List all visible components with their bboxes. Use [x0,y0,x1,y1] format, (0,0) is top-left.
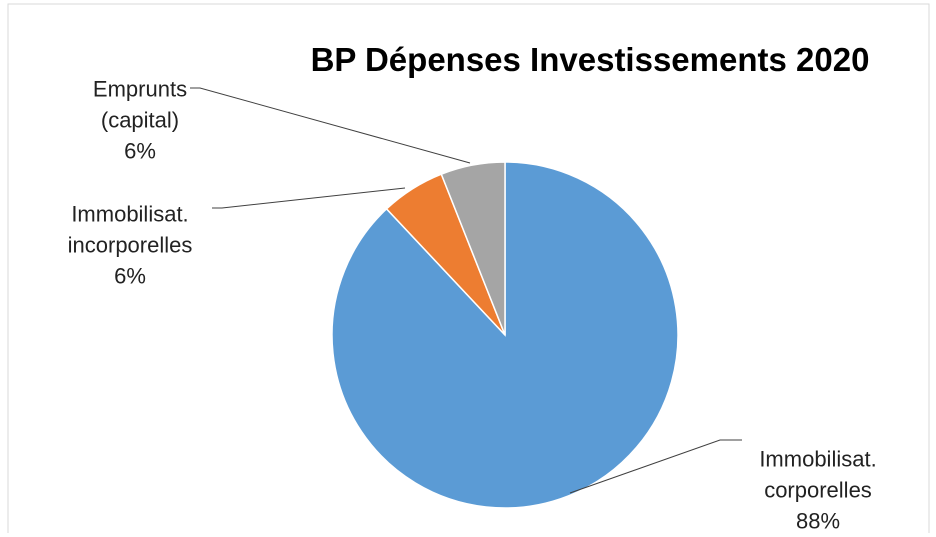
slice-name: Immobilisat. incorporelles [67,201,193,258]
slice-value: 6% [124,138,156,164]
data-label: Emprunts (capital) 6% [93,74,187,167]
pie-slice [440,161,506,336]
data-label: Immobilisat. incorporelles 6% [68,199,193,292]
leader-line [212,187,406,209]
chart-title: BP Dépenses Investissements 2020 [310,41,870,78]
leader-line [190,87,471,164]
data-label: Immobilisat. corporelles 88% [759,444,876,537]
slice-value: 6% [114,263,146,289]
chart-border [7,3,930,533]
slice-value: 88% [795,508,841,534]
slice-name: Emprunts (capital) [92,76,188,133]
slice-name: Immobilisat. corporelles [759,446,877,503]
leader-line [569,439,742,494]
